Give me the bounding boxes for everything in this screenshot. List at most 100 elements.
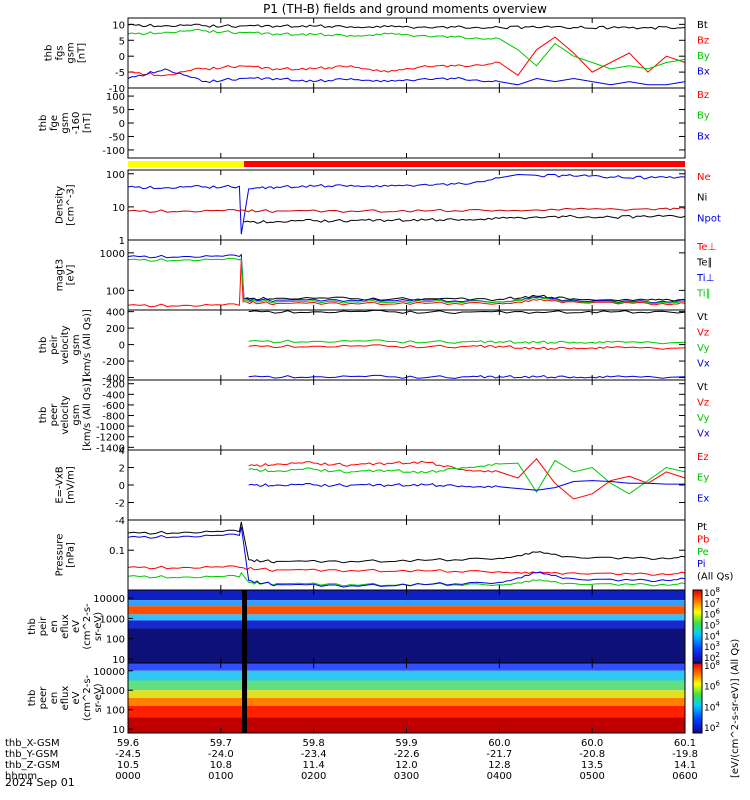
y-axis-label: Density [55, 186, 66, 224]
y-tick-label: -100 [102, 146, 125, 157]
y-tick-label: 50 [112, 106, 125, 117]
ephemeris-value: 12.8 [488, 760, 510, 771]
legend-1: Vz [697, 328, 709, 339]
legend-2: Npot [697, 213, 721, 224]
legend-1: Te∥ [696, 258, 713, 269]
y-axis-label: (cm^2-s- [82, 603, 93, 650]
y-tick-label: 0.1 [109, 546, 125, 557]
series-ni-line [243, 214, 686, 224]
panel-9: 10000 1000 100 10 thb peir en eflux eV (cm^2-s-sr… [27, 589, 686, 666]
panel-frame [127, 309, 686, 381]
ephemeris-value: -24.5 [115, 749, 141, 760]
y-axis-label: eV [71, 620, 82, 633]
y-tick-label: -400 [102, 390, 125, 401]
colorbar-tick-label: 102 [704, 651, 720, 664]
y-axis-label: gsm [60, 112, 71, 133]
legend-0: Pt [697, 522, 707, 533]
spectrogram-band-3 [128, 680, 685, 691]
panel-7: 4 2 0 -2 -4 E=-VxB [mV/m] Ez Ey Ex [55, 446, 710, 527]
colorbar-tick-label: 102 [704, 721, 720, 734]
ephemeris-row-label: thb_Z-GSM [5, 760, 60, 771]
series-pi-line [127, 526, 686, 588]
y-tick-label: 1000 [100, 686, 125, 697]
ephemeris-value: 0400 [487, 771, 512, 782]
ephemeris-value: 0500 [579, 771, 604, 782]
colorbar-tick-label: 105 [704, 619, 720, 632]
colorbar-tick-label: 108 [704, 586, 720, 599]
ephemeris-value: 59.9 [395, 738, 417, 749]
legend-0: Ez [697, 452, 709, 463]
colorbar-tick-label: 106 [704, 680, 720, 693]
y-tick-label: -600 [102, 401, 125, 412]
y-axis-label: peir [38, 616, 49, 636]
series-npot-line [127, 206, 686, 213]
y-tick-label: -1200 [96, 433, 125, 444]
ephemeris-value: -22.6 [394, 749, 420, 760]
ephemeris-value: 12.0 [395, 760, 417, 771]
colorbar-tick-label: 106 [704, 608, 720, 621]
series-ex-line [248, 480, 685, 491]
spectrogram-band-3 [128, 606, 685, 615]
y-axis-label: gsm [71, 404, 82, 425]
ephemeris-value: -24.0 [208, 749, 234, 760]
y-tick-label: 200 [106, 324, 125, 335]
y-axis-label: Pressure [55, 534, 66, 577]
panel-frame [127, 169, 686, 241]
figure-title: P1 (TH-B) fields and ground moments over… [263, 2, 547, 16]
y-tick-label: -1000 [96, 422, 125, 433]
colorbar-tick-label: 107 [704, 597, 720, 610]
y-tick-label: 0 [119, 341, 125, 352]
y-axis-label: [mV/m] [66, 466, 77, 504]
y-tick-label: 10000 [93, 594, 125, 605]
y-axis-label: peer [38, 686, 49, 710]
y-axis-label: sr-eV) [93, 612, 104, 641]
y-tick-label: 100 [106, 286, 125, 297]
legend-3: Vx [697, 359, 710, 370]
y-axis-label: sr-eV) [93, 683, 104, 712]
y-tick-label: -2 [115, 499, 125, 510]
ephemeris-value: 10.8 [210, 760, 232, 771]
y-tick-label: 1000 [100, 614, 125, 625]
y-tick-label: 10 [112, 20, 125, 31]
y-tick-label: -800 [102, 412, 125, 423]
y-axis-label: eflux [60, 686, 71, 711]
y-tick-label: -5 [115, 68, 125, 79]
panel-10: 10000 1000 100 10 thb peer en eflux eV (cm^2-s-sr… [27, 662, 686, 736]
y-tick-label: -200 [102, 380, 125, 391]
y-axis-label: en [49, 620, 60, 633]
panel-frame [127, 17, 686, 89]
ephemeris-value: -20.8 [579, 749, 605, 760]
y-axis-label: [nT] [77, 43, 88, 63]
legend-0: Vt [697, 382, 708, 393]
series-bx-line [127, 68, 686, 86]
spectrogram-band-6 [128, 628, 685, 663]
spectrogram-gap [242, 663, 248, 733]
y-axis-label: velocity [60, 395, 71, 434]
y-tick-label: 100 [106, 635, 125, 646]
legend-0: Bz [697, 90, 709, 101]
colorbar-tick-label: 103 [704, 640, 720, 653]
y-axis-label: (cm^2-s- [82, 674, 93, 721]
y-tick-label: 2 [119, 464, 125, 475]
y-tick-label: 10 [112, 655, 125, 666]
legend-1: Ni [697, 193, 707, 204]
panel-frame [127, 379, 686, 451]
legend-0: Ne [697, 172, 711, 183]
y-axis-label: thb [27, 618, 38, 635]
legend-2: Vy [697, 413, 710, 424]
legend-4: (All Qs) [697, 572, 734, 583]
legend-2: Bx [697, 131, 710, 142]
spectrogram-band-2 [128, 600, 685, 607]
y-axis-label: [eV] [66, 265, 77, 286]
y-tick-label: -4 [115, 516, 125, 527]
spectrogram-band-1 [128, 590, 685, 601]
panel-1: 10 5 0 -5 -10 thb fgs gsm [nT] Bt Bz By Bx [44, 17, 710, 95]
y-axis-label: [km/s (All Qs)] [82, 379, 93, 451]
ephemeris-value: 11.4 [303, 760, 325, 771]
y-axis-label: peer [49, 403, 60, 427]
y-axis-label: thb [27, 690, 38, 707]
series-vy-line [248, 339, 686, 345]
y-tick-label: -10 [109, 84, 125, 95]
ephemeris-value: 59.7 [210, 738, 232, 749]
